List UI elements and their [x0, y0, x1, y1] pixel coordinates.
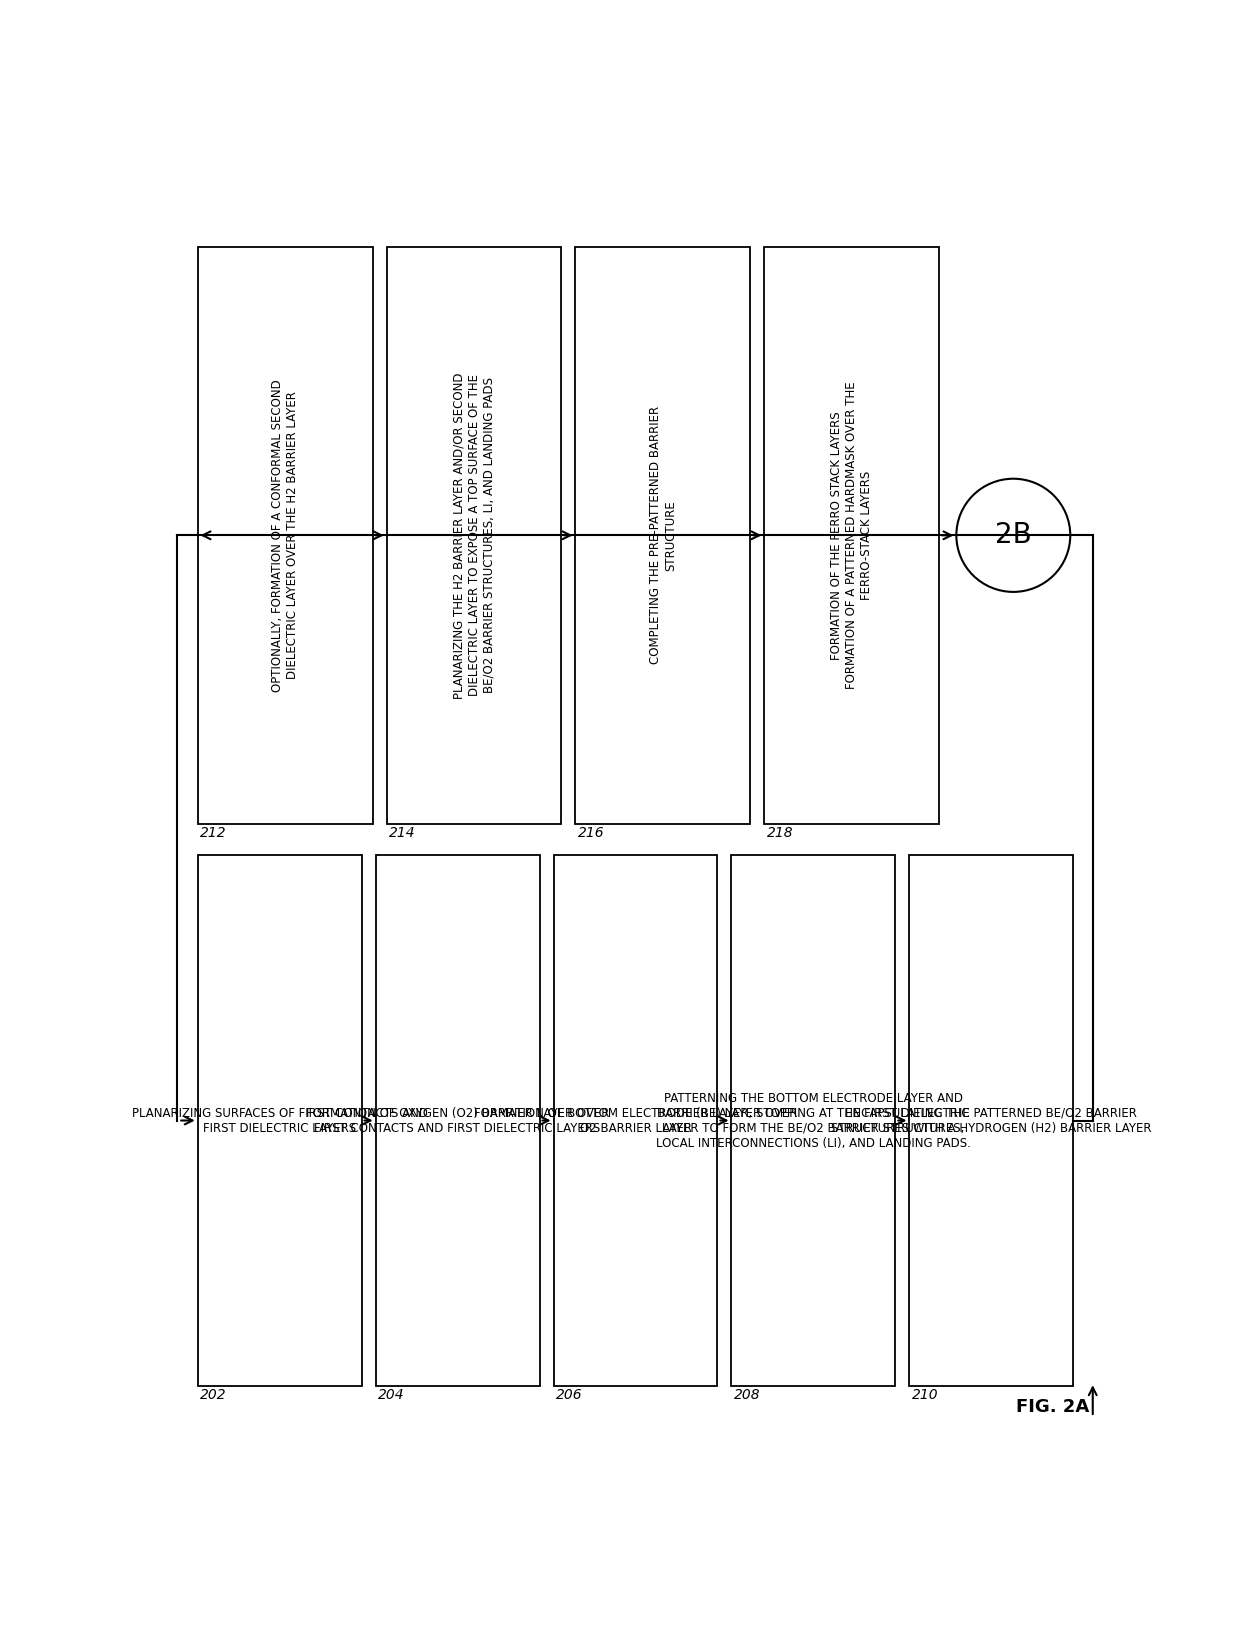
Text: COMPLETING THE PRE-PATTERNED BARRIER
STRUCTURE: COMPLETING THE PRE-PATTERNED BARRIER STR…: [649, 406, 677, 664]
Text: 218: 218: [766, 827, 794, 840]
Bar: [387, 247, 562, 824]
Text: 206: 206: [556, 1389, 583, 1402]
Bar: [764, 247, 940, 824]
Text: FORMATION OF BOTTOM ELECTRODE (BE) LAYER OVER
O2 BARRIER LAYER: FORMATION OF BOTTOM ELECTRODE (BE) LAYER…: [474, 1106, 797, 1134]
Text: 216: 216: [578, 827, 604, 840]
Text: 210: 210: [911, 1389, 939, 1402]
Text: FIG. 2A: FIG. 2A: [1016, 1397, 1089, 1415]
Text: FORMATION OF THE FERRO STACK LAYERS
FORMATION OF A PATTERNED HARDMASK OVER THE
F: FORMATION OF THE FERRO STACK LAYERS FORM…: [831, 381, 873, 689]
Bar: [909, 855, 1074, 1386]
Bar: [575, 247, 750, 824]
Text: PLANARIZING SURFACES OF FIRST CONTACTS AND
FIRST DIELECTRIC LAYERS: PLANARIZING SURFACES OF FIRST CONTACTS A…: [131, 1106, 428, 1134]
Text: FORMATION OF OXYGEN (O2) BARRIER LAYER OVER
FIRST CONTACTS AND FIRST DIELECTRIC : FORMATION OF OXYGEN (O2) BARRIER LAYER O…: [306, 1106, 609, 1134]
Bar: [197, 855, 362, 1386]
Text: 214: 214: [389, 827, 415, 840]
Text: 212: 212: [200, 827, 227, 840]
Bar: [197, 247, 372, 824]
Bar: [732, 855, 895, 1386]
Text: 2B: 2B: [994, 521, 1032, 549]
Text: PLANARIZING THE H2 BARRIER LAYER AND/OR SECOND
DIELECTRIC LAYER TO EXPOSE A TOP : PLANARIZING THE H2 BARRIER LAYER AND/OR …: [453, 372, 496, 699]
Text: 204: 204: [378, 1389, 404, 1402]
Bar: [553, 855, 718, 1386]
Text: 202: 202: [200, 1389, 227, 1402]
Bar: [376, 855, 539, 1386]
Text: ENCAPSULATING THE PATTERNED BE/O2 BARRIER
STRUCTURES WITH A HYDROGEN (H2) BARRIE: ENCAPSULATING THE PATTERNED BE/O2 BARRIE…: [831, 1106, 1152, 1134]
Text: 208: 208: [734, 1389, 760, 1402]
Text: OPTIONALLY, FORMATION OF A CONFORMAL SECOND
DIELECTRIC LAYER OVER THE H2 BARRIER: OPTIONALLY, FORMATION OF A CONFORMAL SEC…: [272, 378, 299, 692]
Text: PATTERNING THE BOTTOM ELECTRODE LAYER AND
BARRIER LAYER, STOPPING AT THE FIRST D: PATTERNING THE BOTTOM ELECTRODE LAYER AN…: [656, 1092, 971, 1149]
